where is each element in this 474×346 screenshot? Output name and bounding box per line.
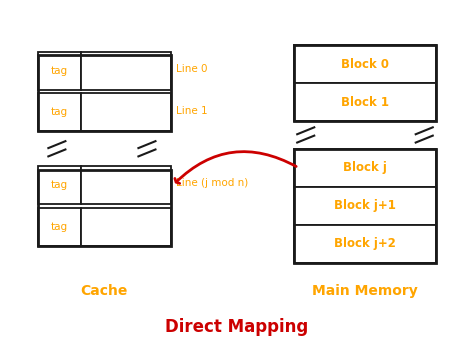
Text: Main Memory: Main Memory xyxy=(312,284,418,298)
Bar xyxy=(81,52,171,90)
Text: Block 1: Block 1 xyxy=(341,95,389,109)
Bar xyxy=(38,208,81,246)
Bar xyxy=(294,45,436,83)
Text: tag: tag xyxy=(51,222,68,231)
Bar xyxy=(81,166,171,204)
Bar xyxy=(294,225,436,263)
Bar xyxy=(38,170,171,246)
Bar xyxy=(294,149,436,187)
Bar xyxy=(38,93,81,131)
Bar xyxy=(81,208,171,246)
Text: Cache: Cache xyxy=(81,284,128,298)
Bar xyxy=(81,93,171,131)
Bar xyxy=(38,166,81,204)
Bar xyxy=(38,55,171,131)
Text: tag: tag xyxy=(51,66,68,76)
Text: Line (j mod n): Line (j mod n) xyxy=(176,178,248,188)
Text: Block j+1: Block j+1 xyxy=(334,199,396,212)
Text: Line 1: Line 1 xyxy=(176,106,208,116)
Bar xyxy=(294,45,436,121)
Text: tag: tag xyxy=(51,108,68,117)
Text: Block j: Block j xyxy=(343,161,387,174)
Bar xyxy=(294,83,436,121)
Bar xyxy=(38,52,81,90)
Text: tag: tag xyxy=(51,180,68,190)
Text: Block j+2: Block j+2 xyxy=(334,237,396,251)
Bar xyxy=(294,149,436,263)
Text: Block 0: Block 0 xyxy=(341,57,389,71)
Text: Direct Mapping: Direct Mapping xyxy=(165,318,309,336)
Text: Line 0: Line 0 xyxy=(176,64,208,74)
Bar xyxy=(294,187,436,225)
